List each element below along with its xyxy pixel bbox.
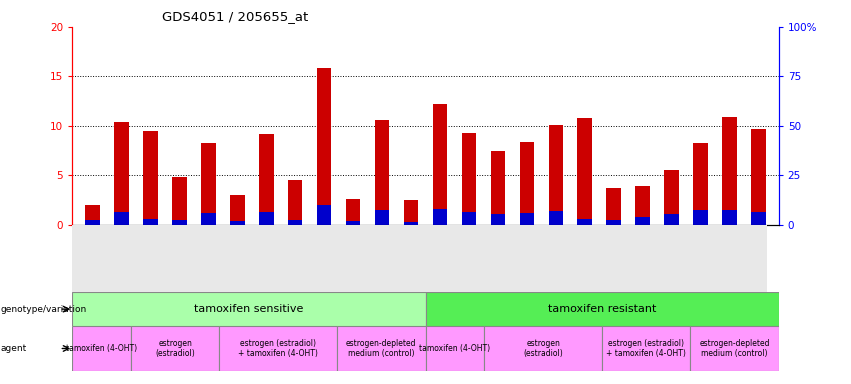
Bar: [201, 213, 215, 225]
Bar: [433, 209, 448, 225]
Bar: [578, 118, 592, 225]
Bar: [549, 211, 563, 225]
Text: agent: agent: [1, 344, 27, 353]
Text: estrogen-depleted
medium (control): estrogen-depleted medium (control): [700, 339, 770, 358]
Bar: [665, 214, 679, 225]
Text: estrogen
(estradiol): estrogen (estradiol): [523, 339, 563, 358]
Bar: [85, 220, 100, 225]
Bar: [751, 129, 766, 225]
Bar: [346, 199, 360, 225]
Bar: [259, 212, 273, 225]
Bar: [484, 326, 602, 371]
Bar: [491, 214, 505, 225]
Bar: [288, 180, 302, 225]
Bar: [462, 133, 477, 225]
Bar: [607, 220, 621, 225]
Bar: [337, 326, 426, 371]
Bar: [143, 219, 157, 225]
Bar: [462, 212, 477, 225]
Bar: [72, 292, 426, 326]
Bar: [374, 120, 389, 225]
Bar: [230, 221, 244, 225]
Text: estrogen (estradiol)
+ tamoxifen (4-OHT): estrogen (estradiol) + tamoxifen (4-OHT): [238, 339, 318, 358]
Text: estrogen
(estradiol): estrogen (estradiol): [156, 339, 195, 358]
Bar: [317, 205, 331, 225]
Bar: [85, 205, 100, 225]
Bar: [426, 326, 484, 371]
Bar: [346, 221, 360, 225]
Text: tamoxifen (4-OHT): tamoxifen (4-OHT): [66, 344, 137, 353]
Bar: [114, 212, 129, 225]
Bar: [722, 117, 737, 225]
Text: estrogen-depleted
medium (control): estrogen-depleted medium (control): [346, 339, 417, 358]
Bar: [549, 125, 563, 225]
Bar: [491, 151, 505, 225]
Bar: [317, 68, 331, 225]
Text: genotype/variation: genotype/variation: [1, 305, 87, 314]
Bar: [602, 326, 690, 371]
Bar: [607, 188, 621, 225]
Bar: [131, 326, 220, 371]
Bar: [636, 217, 650, 225]
Bar: [288, 220, 302, 225]
Bar: [72, 326, 131, 371]
Bar: [433, 104, 448, 225]
Text: tamoxifen (4-OHT): tamoxifen (4-OHT): [420, 344, 490, 353]
Bar: [403, 200, 418, 225]
Text: tamoxifen sensitive: tamoxifen sensitive: [194, 304, 304, 314]
Bar: [426, 292, 779, 326]
Bar: [520, 213, 534, 225]
Bar: [578, 219, 592, 225]
Bar: [201, 142, 215, 225]
Bar: [230, 195, 244, 225]
Bar: [143, 131, 157, 225]
Bar: [665, 170, 679, 225]
Bar: [722, 210, 737, 225]
Bar: [374, 210, 389, 225]
Text: GDS4051 / 205655_at: GDS4051 / 205655_at: [162, 10, 308, 23]
Bar: [520, 142, 534, 225]
Bar: [220, 326, 337, 371]
Text: estrogen (estradiol)
+ tamoxifen (4-OHT): estrogen (estradiol) + tamoxifen (4-OHT): [606, 339, 686, 358]
Bar: [172, 177, 186, 225]
Bar: [694, 142, 708, 225]
Bar: [636, 186, 650, 225]
Bar: [751, 212, 766, 225]
Bar: [694, 210, 708, 225]
Text: tamoxifen resistant: tamoxifen resistant: [548, 304, 656, 314]
Bar: [403, 222, 418, 225]
Bar: [259, 134, 273, 225]
Bar: [172, 220, 186, 225]
Bar: [114, 122, 129, 225]
Bar: [690, 326, 779, 371]
